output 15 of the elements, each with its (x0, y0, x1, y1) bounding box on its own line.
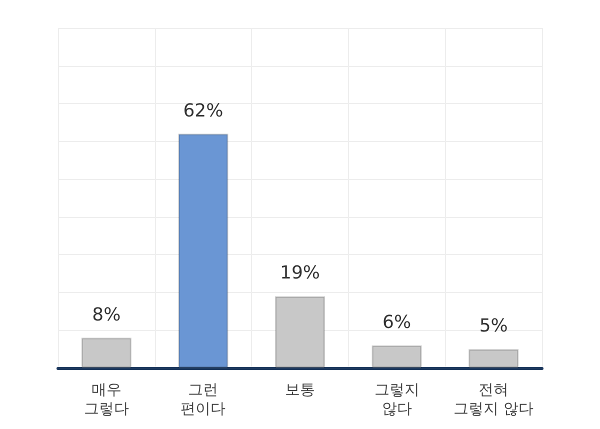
x-tick-label: 매우 그렇다 (84, 380, 129, 418)
x-tick-label: 보통 (285, 380, 315, 398)
x-tick-label: 전혀 그렇지 않다 (454, 380, 534, 418)
x-tick-label: 그렇지 않다 (374, 380, 420, 418)
bar (178, 134, 228, 368)
data-label: 8% (92, 304, 121, 326)
data-label: 5% (479, 316, 508, 337)
data-label: 62% (183, 100, 224, 122)
bar (468, 349, 519, 368)
bar (81, 338, 132, 368)
bar (275, 296, 325, 368)
bar (372, 345, 422, 368)
data-label: 6% (382, 312, 412, 333)
data-label: 19% (280, 262, 320, 284)
x-tick-label: 그런 편이다 (180, 380, 226, 418)
